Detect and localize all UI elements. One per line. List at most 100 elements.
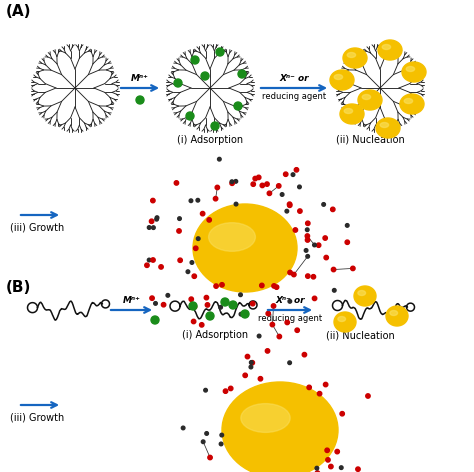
Circle shape (214, 284, 219, 288)
Circle shape (293, 228, 298, 232)
Circle shape (339, 466, 343, 470)
Text: (i) Adsorption: (i) Adsorption (182, 330, 248, 340)
Circle shape (166, 294, 170, 297)
Text: (B): (B) (6, 280, 31, 295)
Circle shape (201, 72, 209, 80)
Circle shape (323, 382, 328, 387)
Circle shape (330, 207, 335, 211)
Circle shape (228, 386, 233, 391)
Circle shape (266, 312, 271, 316)
Text: Xⁿ⁻ or: Xⁿ⁻ or (279, 74, 309, 83)
Ellipse shape (378, 40, 402, 60)
Circle shape (220, 283, 224, 287)
Text: reducing agent: reducing agent (258, 314, 322, 323)
Circle shape (280, 193, 284, 196)
Text: (ii) Nucleation: (ii) Nucleation (336, 135, 404, 145)
Ellipse shape (400, 94, 424, 114)
Circle shape (249, 361, 253, 364)
Circle shape (305, 238, 310, 242)
Circle shape (302, 353, 307, 357)
Circle shape (306, 221, 310, 226)
Circle shape (257, 334, 261, 338)
Circle shape (174, 79, 182, 87)
Circle shape (218, 157, 221, 161)
Circle shape (291, 173, 295, 177)
Circle shape (238, 70, 246, 78)
Circle shape (317, 243, 321, 247)
Circle shape (154, 302, 157, 305)
Text: reducing agent: reducing agent (262, 92, 326, 101)
Circle shape (186, 112, 194, 120)
Circle shape (229, 301, 237, 309)
Circle shape (288, 203, 292, 208)
Circle shape (174, 181, 179, 185)
Circle shape (220, 433, 224, 437)
Ellipse shape (358, 90, 382, 110)
Circle shape (258, 377, 263, 381)
Circle shape (147, 258, 151, 262)
Ellipse shape (334, 75, 343, 79)
Circle shape (292, 272, 296, 277)
Circle shape (260, 283, 264, 287)
Circle shape (304, 249, 308, 252)
Circle shape (306, 254, 310, 258)
Circle shape (249, 365, 253, 369)
Ellipse shape (354, 286, 376, 306)
Circle shape (251, 302, 255, 306)
Circle shape (234, 179, 237, 183)
Ellipse shape (347, 52, 356, 58)
Circle shape (234, 102, 242, 110)
Ellipse shape (386, 306, 408, 326)
Circle shape (287, 202, 292, 206)
Ellipse shape (330, 70, 354, 90)
Circle shape (283, 172, 288, 177)
Circle shape (322, 202, 326, 206)
Ellipse shape (390, 311, 398, 315)
Circle shape (191, 319, 196, 324)
Circle shape (208, 455, 212, 460)
Circle shape (241, 310, 249, 318)
Circle shape (201, 440, 205, 444)
Circle shape (285, 320, 290, 325)
Circle shape (306, 274, 310, 278)
Ellipse shape (338, 317, 346, 321)
Circle shape (216, 48, 224, 56)
Circle shape (211, 122, 219, 130)
Ellipse shape (406, 67, 415, 71)
Circle shape (219, 442, 223, 446)
Circle shape (206, 312, 214, 320)
Text: (A): (A) (6, 4, 31, 19)
Circle shape (155, 216, 159, 219)
Circle shape (251, 182, 255, 186)
Circle shape (260, 183, 264, 188)
Circle shape (366, 394, 370, 398)
Circle shape (205, 303, 210, 307)
Circle shape (356, 467, 360, 472)
Circle shape (276, 184, 281, 188)
Circle shape (161, 303, 166, 307)
Circle shape (245, 354, 250, 359)
Ellipse shape (404, 99, 412, 103)
Circle shape (213, 196, 218, 201)
Circle shape (277, 334, 282, 339)
Ellipse shape (209, 223, 255, 251)
Circle shape (204, 295, 209, 300)
Circle shape (182, 426, 185, 430)
Circle shape (312, 296, 317, 301)
Circle shape (177, 229, 181, 233)
Circle shape (325, 448, 329, 453)
Circle shape (204, 388, 207, 392)
Circle shape (271, 304, 276, 308)
Circle shape (331, 267, 336, 272)
Circle shape (189, 302, 197, 310)
Circle shape (205, 432, 209, 435)
Ellipse shape (344, 109, 353, 113)
Circle shape (305, 234, 310, 238)
Circle shape (178, 258, 182, 262)
Circle shape (159, 265, 163, 269)
Circle shape (288, 361, 292, 364)
Circle shape (234, 202, 238, 206)
Circle shape (221, 298, 229, 306)
Text: (iii) Growth: (iii) Growth (10, 413, 64, 423)
Ellipse shape (222, 382, 338, 472)
